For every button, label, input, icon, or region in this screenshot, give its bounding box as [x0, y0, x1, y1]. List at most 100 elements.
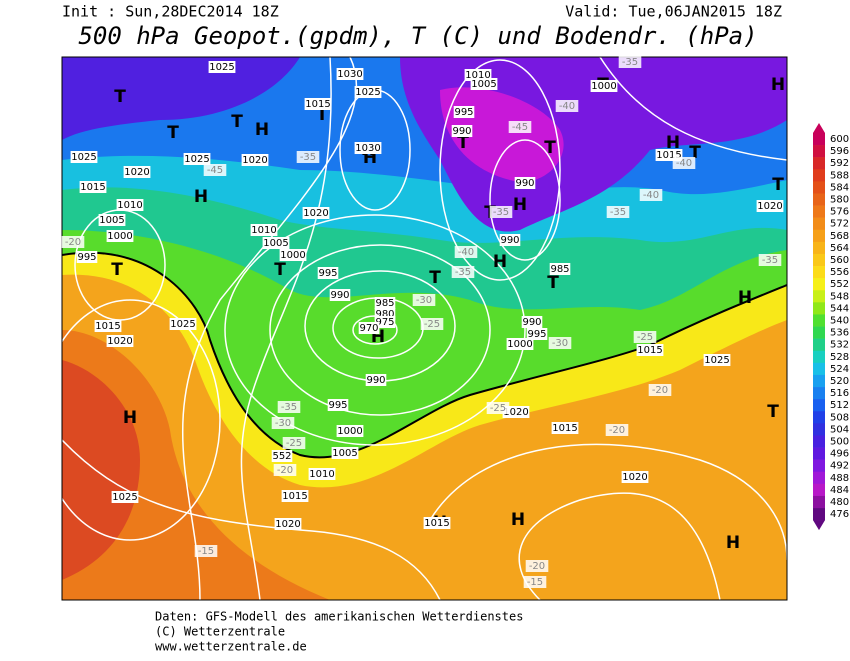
isobar-label-box	[111, 491, 139, 503]
isobar-label-box	[183, 153, 211, 165]
isobar-label-box	[279, 249, 307, 261]
pressure-center: T	[114, 87, 126, 107]
colorbar-label: 508	[830, 412, 849, 423]
pressure-center: T	[457, 133, 469, 153]
colorbar-swatch	[813, 157, 825, 170]
temperature-label: -25	[490, 403, 506, 414]
temperature-label: -25	[286, 438, 302, 449]
temperature-label-box	[758, 254, 782, 266]
isobar-label: 1025	[355, 87, 380, 98]
field-orange	[62, 274, 787, 600]
isobar-label-box	[331, 447, 359, 459]
temperature-label-box	[203, 164, 227, 176]
field-dark-orange	[62, 330, 330, 600]
pressure-center: H	[493, 252, 507, 272]
colorbar-swatch	[813, 217, 825, 231]
isobar-label-box	[98, 214, 126, 226]
isobar-label: 1020	[124, 167, 149, 178]
isobar-label: 990	[500, 235, 519, 246]
isobar-label: 990	[515, 178, 534, 189]
temperature-label-box	[486, 402, 510, 414]
map-title: 500 hPa Geopot.(gpdm), T (C) und Bodendr…	[78, 22, 757, 50]
isobar-label: 995	[527, 329, 546, 340]
isobar-label: 1000	[337, 426, 362, 437]
map	[62, 57, 787, 600]
pressure-center: H	[726, 533, 740, 553]
isobar-label-box	[304, 98, 332, 110]
isobar-label: 1020	[107, 336, 132, 347]
temperature-label: -40	[458, 247, 474, 258]
colorbar-label: 580	[830, 195, 849, 206]
isobar-label: 1005	[332, 448, 357, 459]
isobar-label: 1025	[170, 319, 195, 330]
isobar-label-box	[451, 125, 473, 137]
temperature-label: -15	[198, 546, 214, 557]
colorbar-swatch	[813, 399, 825, 412]
temperature-label: -20	[277, 465, 293, 476]
temperature-label: -35	[622, 57, 638, 68]
temperature-label-box	[523, 576, 547, 588]
isobar-label: 1015	[656, 150, 681, 161]
isobar-label: 1020	[303, 208, 328, 219]
isobar-label: 1010	[465, 70, 490, 81]
temperature-label-box	[639, 189, 663, 201]
isobar-label-box	[94, 320, 122, 332]
isobar-label-box	[76, 251, 98, 263]
temperature-label: -40	[676, 158, 692, 169]
isobar-label-box	[79, 181, 107, 193]
isobar-label-box	[208, 61, 236, 73]
colorbar-swatch	[813, 253, 825, 267]
colorbar-label: 584	[830, 182, 849, 193]
isobar-label: 1020	[757, 201, 782, 212]
isobar-label: 1015	[95, 321, 120, 332]
isobar-label: 990	[452, 126, 471, 137]
temperature-label-box	[61, 236, 85, 248]
pressure-center: T	[429, 268, 441, 288]
colorbar-label: 572	[830, 219, 849, 230]
isobar-label: 1015	[305, 99, 330, 110]
colorbar-arrow-bottom	[813, 520, 825, 531]
temperature-label-box	[273, 464, 297, 476]
footer-url: www.wetterzentrale.de	[155, 640, 307, 654]
isobar-label-box	[374, 316, 396, 328]
isobar-label-box	[549, 263, 571, 275]
isobar-label-box	[703, 354, 731, 366]
isobar-label-box	[116, 199, 144, 211]
isobar-label: 1010	[117, 200, 142, 211]
colorbar-label: 520	[830, 376, 849, 387]
temperature-label: -40	[643, 190, 659, 201]
isobar-label-box	[327, 399, 349, 411]
colorbar-swatch	[813, 193, 825, 206]
isobar-label-box	[241, 154, 269, 166]
isobar-label: 985	[375, 298, 394, 309]
isobar-label: 1010	[309, 469, 334, 480]
pressure-center: H	[513, 195, 527, 215]
isobar-label: 1000	[280, 250, 305, 261]
isobar-label: 1005	[263, 238, 288, 249]
isobar-label: 985	[550, 264, 569, 275]
colorbar-label: 548	[830, 291, 849, 302]
temperature-label: -35	[455, 267, 471, 278]
colorbar-label: 556	[830, 267, 849, 278]
isobar-label-box	[354, 86, 382, 98]
isobar-label: 970	[359, 323, 378, 334]
colorbar-swatch	[813, 181, 825, 194]
isobar-label: 1015	[552, 423, 577, 434]
isobar-label: 1020	[503, 407, 528, 418]
colorbar-swatch	[813, 350, 825, 364]
isobar-label: 1010	[251, 225, 276, 236]
isobar-label: 552	[272, 451, 291, 462]
pressure-center: H	[738, 288, 752, 308]
isobar-label-box	[250, 224, 278, 236]
isobar-label: 1020	[242, 155, 267, 166]
isobar-label-box	[169, 318, 197, 330]
isobar-label-box	[756, 200, 784, 212]
isobar-label-box	[70, 151, 98, 163]
isobar-label-box	[106, 335, 134, 347]
temperature-label-box	[282, 437, 306, 449]
colorbar-swatch	[813, 387, 825, 400]
colorbar-swatch	[813, 314, 825, 327]
colorbar-swatch	[813, 508, 825, 521]
isobar-label-box	[336, 425, 364, 437]
isobar-label: 1000	[107, 231, 132, 242]
